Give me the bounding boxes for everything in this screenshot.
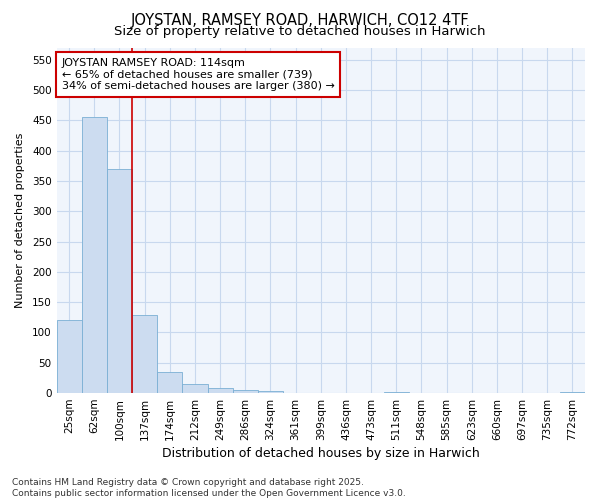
Text: JOYSTAN RAMSEY ROAD: 114sqm
← 65% of detached houses are smaller (739)
34% of se: JOYSTAN RAMSEY ROAD: 114sqm ← 65% of det… [62, 58, 335, 91]
Text: JOYSTAN, RAMSEY ROAD, HARWICH, CO12 4TF: JOYSTAN, RAMSEY ROAD, HARWICH, CO12 4TF [131, 12, 469, 28]
Bar [383, 392, 409, 393]
Bar [56, 320, 82, 393]
Bar [107, 169, 132, 393]
Bar [233, 390, 258, 393]
Bar [82, 117, 107, 393]
Bar [560, 392, 585, 393]
X-axis label: Distribution of detached houses by size in Harwich: Distribution of detached houses by size … [162, 447, 479, 460]
Bar [132, 316, 157, 393]
Bar [182, 384, 208, 393]
Bar [157, 372, 182, 393]
Bar [258, 392, 283, 393]
Text: Contains HM Land Registry data © Crown copyright and database right 2025.
Contai: Contains HM Land Registry data © Crown c… [12, 478, 406, 498]
Text: Size of property relative to detached houses in Harwich: Size of property relative to detached ho… [114, 25, 486, 38]
Y-axis label: Number of detached properties: Number of detached properties [15, 132, 25, 308]
Bar [208, 388, 233, 393]
